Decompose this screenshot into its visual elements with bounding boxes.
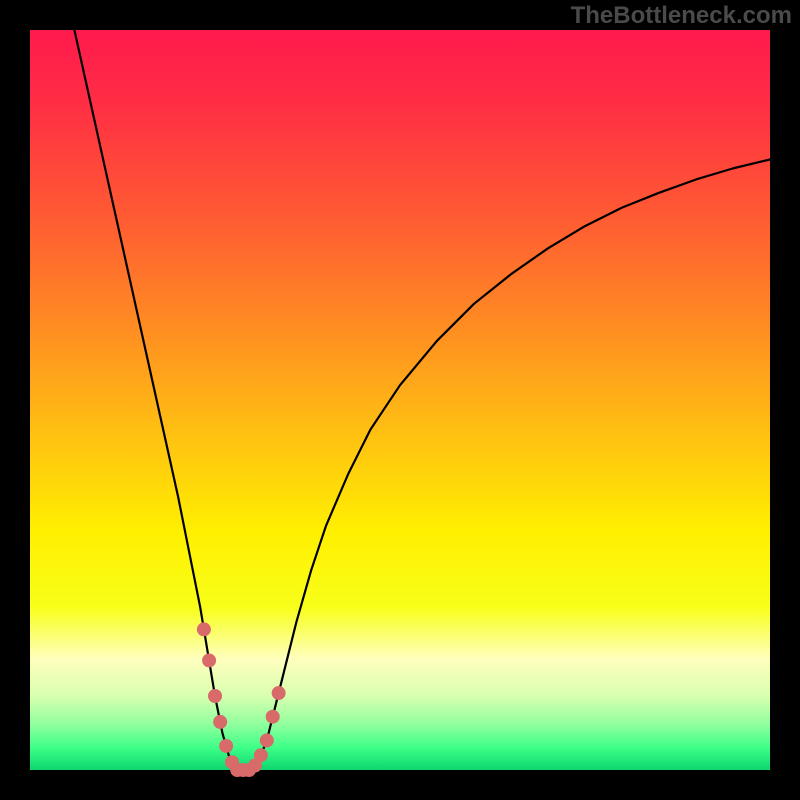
curve-marker bbox=[214, 715, 227, 728]
bottleneck-chart bbox=[0, 0, 800, 800]
plot-area bbox=[30, 30, 770, 770]
chart-root: TheBottleneck.com bbox=[0, 0, 800, 800]
curve-marker bbox=[209, 690, 222, 703]
curve-marker bbox=[272, 687, 285, 700]
watermark-text: TheBottleneck.com bbox=[571, 2, 792, 30]
curve-marker bbox=[254, 749, 267, 762]
curve-marker bbox=[266, 710, 279, 723]
curve-marker bbox=[260, 734, 273, 747]
curve-marker bbox=[197, 623, 210, 636]
curve-marker bbox=[203, 654, 216, 667]
curve-marker bbox=[220, 739, 233, 752]
